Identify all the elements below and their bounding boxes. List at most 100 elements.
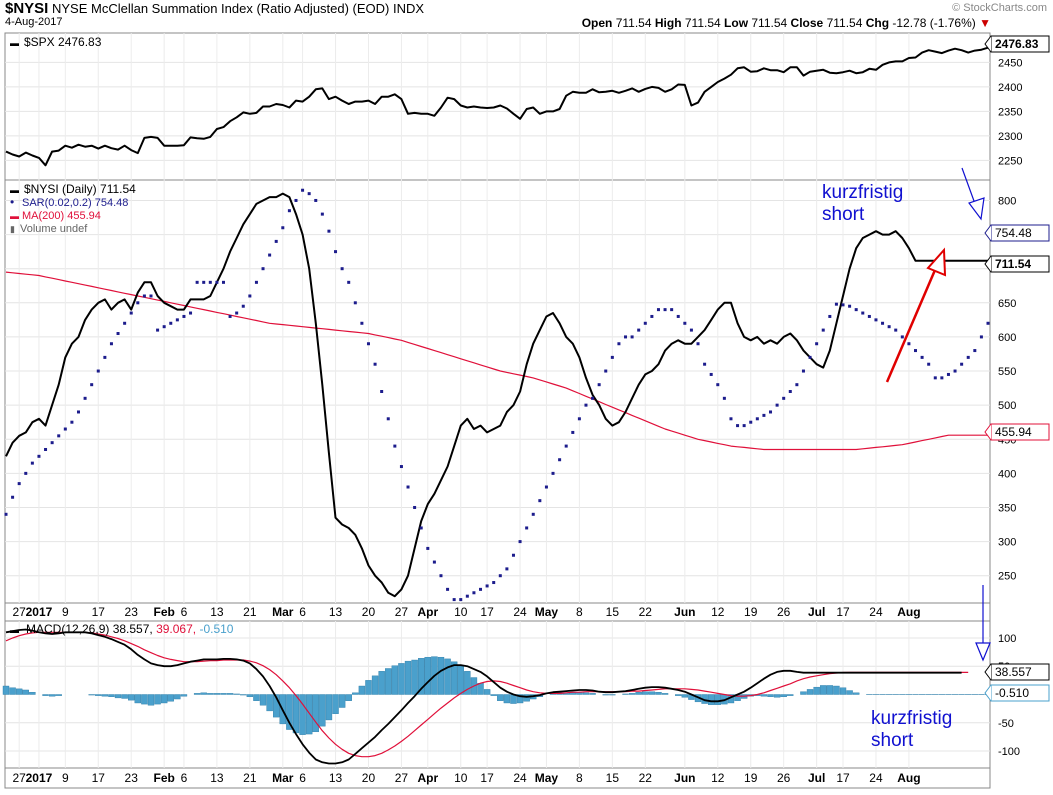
sar-dot <box>360 321 364 325</box>
sar-dot <box>281 226 285 230</box>
x-tick-label-upper: 27 <box>395 605 409 619</box>
x-axis-strip-lower <box>4 767 991 789</box>
macd-histogram-bar <box>523 694 530 702</box>
macd-histogram-bar <box>826 685 834 695</box>
sar-dot <box>861 311 865 315</box>
sar-dot <box>307 192 311 196</box>
macd-y-tick-label: 100 <box>998 633 1016 645</box>
sar-dot <box>775 403 779 407</box>
spx-legend-swatch: ▬ <box>10 38 19 48</box>
nysi-y-tick-label: 400 <box>998 468 1016 480</box>
sar-dot <box>544 485 548 489</box>
macd-histogram-bar <box>246 694 254 697</box>
macd-histogram-bar <box>108 694 115 697</box>
sar-dot <box>314 198 318 202</box>
blue-arrow-head-main <box>968 197 985 221</box>
macd-histogram-bar <box>852 692 860 695</box>
sar-dot <box>70 420 74 424</box>
macd-histogram-bar <box>582 692 590 695</box>
chart-title: $NYSI NYSE McClellan Summation Index (Ra… <box>5 0 424 17</box>
sar-dot <box>373 362 377 366</box>
macd-histogram-bar <box>160 694 168 704</box>
x-tick-label-lower: 24 <box>513 771 527 785</box>
sar-dot <box>986 321 990 325</box>
symbol: $NYSI <box>5 0 49 17</box>
sar-dot <box>709 372 713 376</box>
x-tick-label-upper: 9 <box>62 605 69 619</box>
x-tick-label-upper: 13 <box>210 605 224 619</box>
sar-dot <box>254 280 258 284</box>
macd-histogram-bar <box>450 661 458 695</box>
x-tick-label-upper: 26 <box>777 605 791 619</box>
sar-dot <box>973 349 977 353</box>
sar-dot <box>966 355 970 359</box>
macd-histogram-bar <box>220 693 227 695</box>
sar-dot <box>551 471 555 475</box>
sar-dot <box>736 424 740 428</box>
sar-dot <box>142 294 146 298</box>
sar-dot <box>195 280 199 284</box>
macd-histogram-bar <box>661 693 669 695</box>
sar-dot <box>841 303 845 307</box>
x-tick-label-upper: 17 <box>92 605 106 619</box>
sar-dot <box>340 267 344 271</box>
sar-dot <box>538 499 542 503</box>
sar-dot <box>432 560 436 564</box>
sar-dot <box>531 512 535 516</box>
sar-dot <box>221 280 225 284</box>
macd-histogram-bar <box>714 694 721 705</box>
macd-histogram-bar <box>42 694 49 696</box>
sar-dot <box>57 434 61 438</box>
macd-histogram-bar <box>773 694 781 698</box>
macd-histogram-bar <box>589 693 596 695</box>
x-tick-label-upper: Jun <box>674 605 695 619</box>
annotation-short-main: short <box>822 204 865 225</box>
macd-histogram-bar <box>800 691 807 695</box>
macd-legend-swatch: ▬ <box>10 625 19 635</box>
hist-last-tag: -0.510 <box>995 686 1029 700</box>
x-tick-label-lower: 13 <box>210 771 224 785</box>
ma-last-tag: 455.94 <box>995 425 1032 439</box>
ma-legend-swatch: ▬ <box>10 211 19 221</box>
sar-dot <box>788 390 792 393</box>
sar-dot <box>927 362 931 366</box>
chg-value: -12.78 (-1.76%) <box>892 16 976 30</box>
sar-dot <box>670 308 674 312</box>
sar-dot <box>848 304 852 308</box>
macd-histogram-bar <box>437 656 445 695</box>
sar-dot <box>472 591 476 595</box>
macd-histogram-bar <box>497 694 504 701</box>
sar-dot <box>347 280 351 284</box>
sar-dot <box>729 417 733 421</box>
macd-line <box>5 628 962 765</box>
sar-dot <box>215 280 219 284</box>
sar-dot <box>44 447 48 451</box>
macd-histogram-bar <box>655 692 662 695</box>
sar-dot <box>867 314 871 318</box>
sar-dot <box>63 427 67 431</box>
x-tick-label-upper: 13 <box>329 605 343 619</box>
sar-dot <box>17 482 21 486</box>
sar-dot <box>129 311 133 315</box>
sar-dot <box>103 355 107 359</box>
macd-histogram-bar <box>345 694 352 701</box>
nysi-y-tick-label: 800 <box>998 195 1016 207</box>
spx-price-line <box>5 46 989 167</box>
sar-dot <box>828 314 832 318</box>
macd-histogram-bar <box>266 694 273 712</box>
x-tick-label-lower: May <box>535 771 559 785</box>
x-tick-label-upper: 27 <box>13 605 27 619</box>
macd-histogram-bar <box>121 694 128 699</box>
spx-y-tick-label: 2300 <box>998 131 1022 143</box>
macd-histogram-bar <box>675 694 682 696</box>
macd-histogram-bar <box>516 694 524 704</box>
open-value: 711.54 <box>615 16 652 30</box>
sar-dot <box>11 495 15 499</box>
sar-dot <box>366 342 370 346</box>
sar-dot <box>656 308 660 312</box>
sar-dot <box>294 198 298 202</box>
sar-dot <box>940 376 944 380</box>
x-tick-label-upper: 6 <box>299 605 306 619</box>
sar-dot <box>83 396 87 400</box>
sar-dot <box>696 342 700 346</box>
